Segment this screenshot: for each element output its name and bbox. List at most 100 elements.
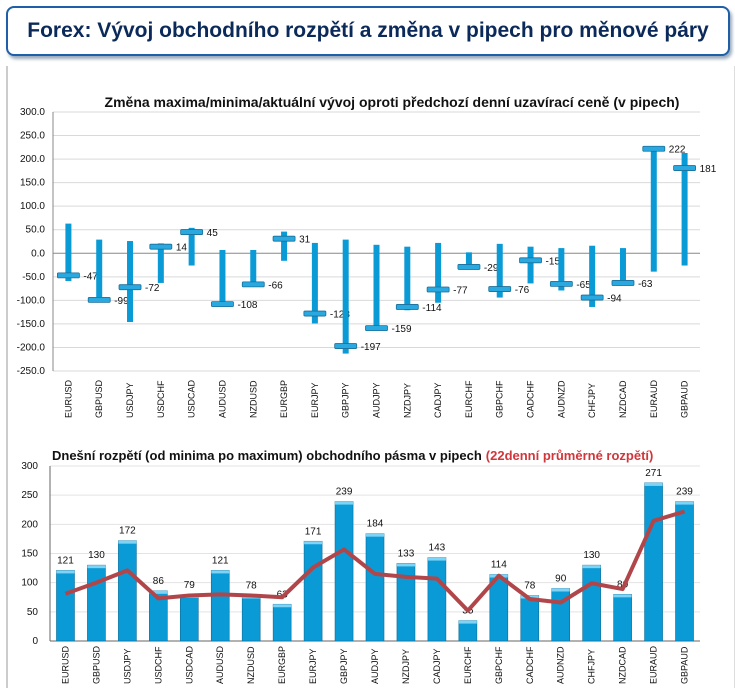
bar-highlight [458, 620, 477, 624]
bar-value-label: 271 [645, 468, 662, 479]
category-label: AUDNZD [556, 380, 566, 418]
category-label: GBPCHF [495, 380, 505, 418]
bar-highlight [273, 604, 292, 608]
bar-highlight [366, 533, 384, 537]
range-bar [644, 482, 663, 642]
category-label: EURJPY [310, 382, 320, 418]
range-bar [619, 248, 626, 283]
y-tick-label: -50.0 [22, 272, 45, 283]
category-label: AUDJPY [370, 648, 380, 684]
range-bar [303, 540, 323, 642]
bar-highlight [396, 563, 415, 567]
range-bar [127, 241, 134, 323]
bar-value-label: 114 [491, 560, 507, 571]
page-title: Forex: Vývoj obchodního rozpětí a změna … [27, 19, 709, 42]
bar-highlight [675, 501, 694, 505]
category-label: USDCHF [153, 646, 163, 684]
current-marker [180, 229, 204, 235]
current-marker [118, 284, 142, 291]
bar-value-label: 143 [429, 543, 446, 554]
bar-value-label: 171 [305, 526, 322, 537]
current-value-label: -47 [83, 271, 98, 282]
bar-highlight [613, 594, 632, 598]
y-tick-label: 50.0 [26, 225, 46, 236]
category-label: AUDJPY [372, 382, 382, 418]
category-label: AUDUSD [217, 379, 227, 418]
range-bar [427, 557, 447, 642]
range-bar [157, 243, 164, 283]
bar-value-label: 78 [246, 581, 258, 592]
range-bar [272, 603, 292, 642]
category-label: EURUSD [60, 645, 70, 684]
current-marker [87, 296, 111, 303]
y-tick-label: -100.0 [17, 295, 46, 306]
current-marker [488, 286, 512, 292]
bar-highlight [149, 590, 168, 594]
category-label: EURUSD [63, 379, 73, 418]
bar-highlight [211, 570, 230, 574]
bar-value-label: 78 [524, 581, 536, 592]
bar-highlight [335, 501, 354, 505]
bar-value-label: 130 [583, 550, 600, 561]
bar-value-label: 239 [336, 487, 353, 498]
category-label: NZDCAD [618, 380, 628, 418]
category-label: EURAUD [649, 645, 659, 684]
current-marker [457, 264, 481, 270]
current-value-label: -197 [361, 342, 381, 353]
daily-range-chart: 300 250 200 150 100 50 0 121 EURUSD 130 GBPUSD 172 U… [21, 461, 700, 684]
daily-range-title-main: Dnešní rozpětí (od minima po maximum) ob… [52, 448, 482, 463]
current-marker [395, 304, 419, 310]
range-bar [527, 246, 534, 284]
range-change-chart: 300.0 250.0 200.0 150.0 100.0 50.0 0.0 -50.0 -10… [17, 107, 717, 418]
category-label: GBPJPY [339, 648, 349, 684]
category-label: CHFJPY [587, 383, 597, 418]
y-tick-label: 250.0 [20, 131, 45, 142]
category-label: NZDCAD [618, 646, 628, 684]
y-tick-label: 150.0 [20, 178, 45, 189]
current-value-label: 14 [176, 243, 188, 254]
bar-value-label: 90 [555, 574, 567, 585]
range-bar [241, 595, 261, 642]
current-value-label: -65 [576, 280, 591, 291]
category-label: NZDUSD [248, 380, 258, 418]
current-value-label: -159 [392, 324, 412, 335]
bar-value-label: 239 [676, 487, 693, 498]
category-label: AUDUSD [215, 645, 225, 684]
current-value-label: -63 [638, 279, 653, 290]
category-label: EURCHF [463, 646, 473, 684]
current-value-label: -99 [114, 296, 129, 307]
y-tick-label: -150.0 [17, 319, 46, 330]
y-tick-label: 100.0 [20, 201, 45, 212]
range-bar [465, 252, 472, 267]
range-bar [589, 245, 596, 307]
current-marker [673, 165, 696, 171]
y-tick-label: 150 [21, 549, 38, 560]
range-bar [179, 594, 199, 642]
bar-highlight [304, 541, 323, 545]
range-bar [458, 620, 478, 642]
range-bar [650, 147, 657, 272]
bar-highlight [87, 565, 106, 569]
category-label: GBPAUD [680, 380, 690, 418]
category-label: EURCHF [464, 380, 474, 418]
y-tick-label: 0 [32, 636, 38, 647]
current-value-label: -128 [330, 310, 350, 321]
range-bar [558, 248, 565, 291]
bar-highlight [427, 557, 446, 561]
category-label: AUDNZD [556, 646, 566, 684]
range-bar [613, 594, 632, 642]
range-bar [675, 501, 694, 642]
current-value-label: -114 [422, 303, 442, 314]
current-marker [272, 235, 296, 242]
range-bar [334, 501, 354, 642]
bar-highlight [551, 588, 570, 592]
current-value-label: -66 [268, 280, 283, 291]
bar-value-label: 79 [184, 580, 196, 591]
category-label: GBPJPY [341, 382, 351, 418]
y-tick-label: 250 [21, 490, 38, 501]
current-marker [149, 243, 173, 250]
current-value-label: -15 [546, 256, 561, 267]
current-marker [580, 294, 604, 301]
bar-value-label: 184 [367, 519, 384, 530]
